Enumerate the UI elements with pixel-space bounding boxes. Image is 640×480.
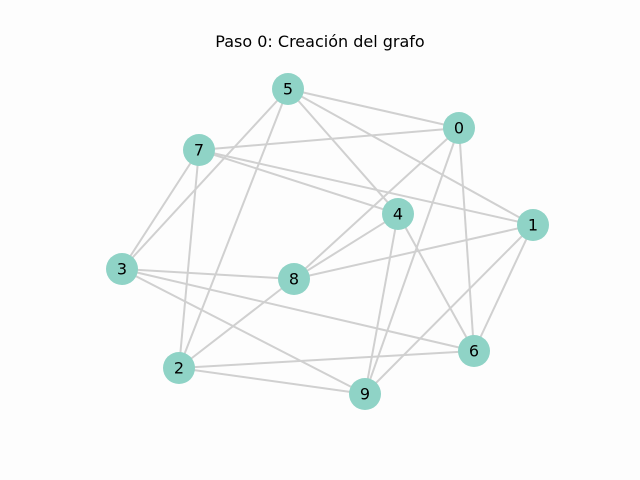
edge-7-0 xyxy=(198,127,460,151)
node-label: 9 xyxy=(360,385,370,404)
node-6: 6 xyxy=(458,335,490,367)
node-circle xyxy=(183,134,215,166)
edge-4-9 xyxy=(364,213,399,395)
edge-1-9 xyxy=(364,224,534,395)
edge-7-2 xyxy=(178,149,200,369)
edge-2-9 xyxy=(178,367,366,395)
node-1: 1 xyxy=(517,209,549,241)
node-0: 0 xyxy=(443,112,475,144)
edge-4-8 xyxy=(293,213,399,280)
node-circle xyxy=(382,198,414,230)
edge-3-9 xyxy=(121,268,366,395)
node-label: 1 xyxy=(528,216,538,235)
node-circle xyxy=(443,112,475,144)
node-label: 3 xyxy=(117,260,127,279)
edge-3-6 xyxy=(121,268,475,352)
node-4: 4 xyxy=(382,198,414,230)
node-circle xyxy=(278,263,310,295)
edge-4-6 xyxy=(397,213,475,352)
node-circle xyxy=(349,378,381,410)
node-label: 5 xyxy=(283,80,293,99)
edge-5-1 xyxy=(287,88,534,226)
node-3: 3 xyxy=(106,253,138,285)
node-8: 8 xyxy=(278,263,310,295)
nodes-layer: 0 1 2 3 4 5 6 7 8 9 xyxy=(106,73,549,410)
node-circle xyxy=(517,209,549,241)
node-circle xyxy=(106,253,138,285)
edge-5-3 xyxy=(121,88,289,270)
edge-7-3 xyxy=(121,149,200,270)
edge-7-4 xyxy=(198,149,399,215)
edge-5-2 xyxy=(178,88,289,369)
node-label: 2 xyxy=(174,359,184,378)
node-5: 5 xyxy=(272,73,304,105)
node-label: 0 xyxy=(454,119,464,138)
edge-1-8 xyxy=(293,224,534,280)
graph-title: Paso 0: Creación del grafo xyxy=(215,32,425,51)
node-9: 9 xyxy=(349,378,381,410)
node-circle xyxy=(272,73,304,105)
edge-5-0 xyxy=(287,88,460,129)
node-label: 8 xyxy=(289,270,299,289)
edges-layer xyxy=(121,88,534,395)
edge-8-2 xyxy=(178,278,295,369)
edge-3-8 xyxy=(121,268,295,280)
node-2: 2 xyxy=(163,352,195,384)
edge-0-8 xyxy=(293,127,460,280)
node-label: 4 xyxy=(393,205,403,224)
node-circle xyxy=(458,335,490,367)
node-circle xyxy=(163,352,195,384)
node-label: 7 xyxy=(194,141,204,160)
edge-0-9 xyxy=(364,127,460,395)
node-label: 6 xyxy=(469,342,479,361)
edge-2-6 xyxy=(178,350,475,369)
edge-1-6 xyxy=(473,224,534,352)
edge-5-4 xyxy=(287,88,399,215)
edge-7-1 xyxy=(198,149,534,226)
node-7: 7 xyxy=(183,134,215,166)
